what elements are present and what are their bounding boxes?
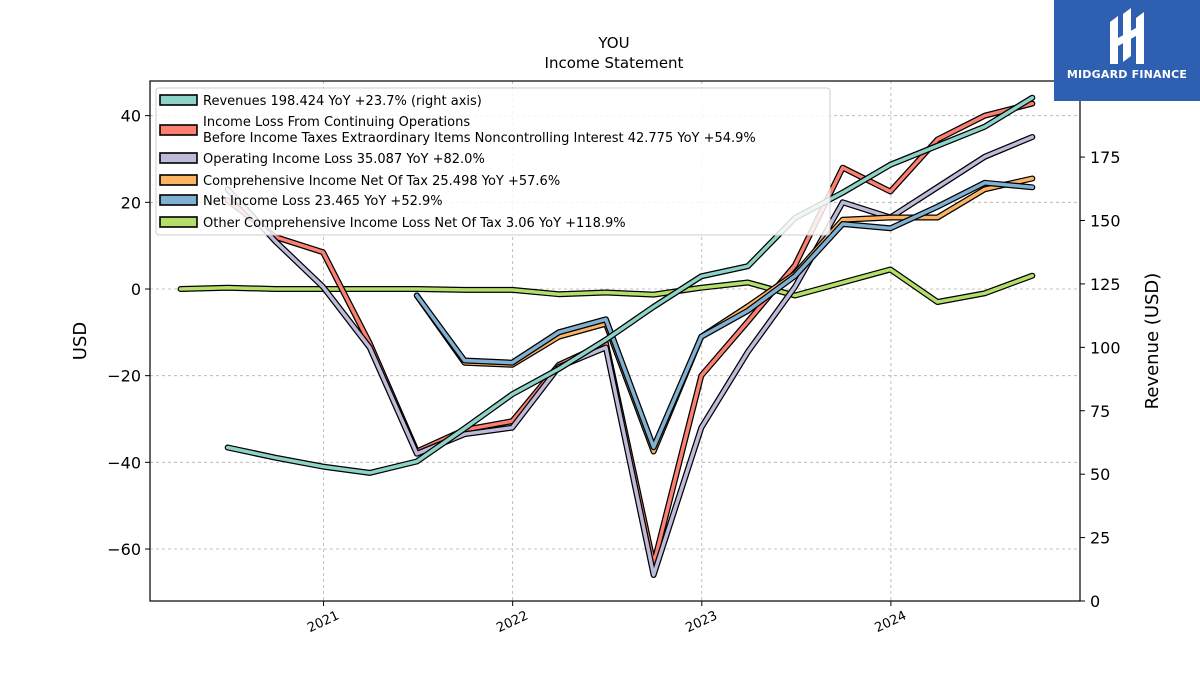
- legend-label: Revenues 198.424 YoY +23.7% (right axis): [203, 94, 482, 109]
- series-2: [224, 134, 1036, 578]
- series-line: [225, 95, 1035, 475]
- x-tick-label: 2021: [305, 608, 341, 636]
- legend-label: Income Loss From Continuing Operations: [203, 115, 470, 130]
- y-tick-label-left: 20: [121, 193, 141, 212]
- x-tick-label: 2022: [494, 608, 530, 636]
- y-tick-label-right: 25: [1090, 529, 1110, 548]
- series-0: [224, 94, 1036, 476]
- y-tick-label-left: −20: [107, 367, 141, 386]
- series-4: [413, 179, 1036, 451]
- y-tick-label-left: −40: [107, 453, 141, 472]
- chart-title: YOU: [597, 34, 629, 52]
- legend-label: Comprehensive Income Net Of Tax 25.498 Y…: [203, 174, 560, 189]
- series-line: [225, 135, 1035, 577]
- y-tick-label-right: 50: [1090, 465, 1110, 484]
- legend-box: [155, 87, 831, 236]
- series-layer: [177, 94, 1036, 578]
- logo-mark-icon: [1110, 8, 1144, 64]
- y-tick-label-right: 75: [1090, 402, 1110, 421]
- legend-label: Operating Income Loss 35.087 YoY +82.0%: [203, 152, 485, 167]
- y-tick-label-right: 100: [1090, 338, 1121, 357]
- legend-label: Net Income Loss 23.465 YoY +52.9%: [203, 194, 443, 209]
- legend-swatch: [159, 124, 198, 136]
- legend-label: Before Income Taxes Extraordinary Items …: [203, 131, 756, 146]
- y-tick-label-right: 175: [1090, 148, 1121, 167]
- x-tick-label: 2024: [873, 608, 909, 636]
- y-tick-label-right: 150: [1090, 212, 1121, 231]
- series-line: [415, 181, 1035, 449]
- y-tick-label-left: 0: [131, 280, 141, 299]
- legend-label: Other Comprehensive Income Loss Net Of T…: [203, 216, 626, 231]
- y-tick-label-right: 125: [1090, 275, 1121, 294]
- x-tick-label: 2023: [683, 608, 719, 636]
- legend-swatch: [159, 174, 198, 186]
- legend-swatch: [159, 152, 198, 164]
- legend-swatch: [159, 94, 198, 106]
- y-axis-label-right: Revenue (USD): [1142, 273, 1163, 410]
- y-tick-label-left: 40: [121, 107, 141, 126]
- plot-frame: [149, 80, 1081, 602]
- midgard-finance-logo: MIDGARD FINANCE: [1054, 0, 1200, 101]
- logo-text: MIDGARD FINANCE: [1066, 68, 1188, 81]
- legend-swatch: [159, 194, 198, 206]
- y-tick-label-left: −60: [107, 540, 141, 559]
- legend: Revenues 198.424 YoY +23.7% (right axis)…: [155, 87, 831, 236]
- legend-swatch: [159, 216, 198, 228]
- chart-subtitle: Income Statement: [545, 54, 684, 72]
- y-tick-label-right: 0: [1090, 592, 1100, 611]
- y-axis-label-left: USD: [70, 322, 91, 360]
